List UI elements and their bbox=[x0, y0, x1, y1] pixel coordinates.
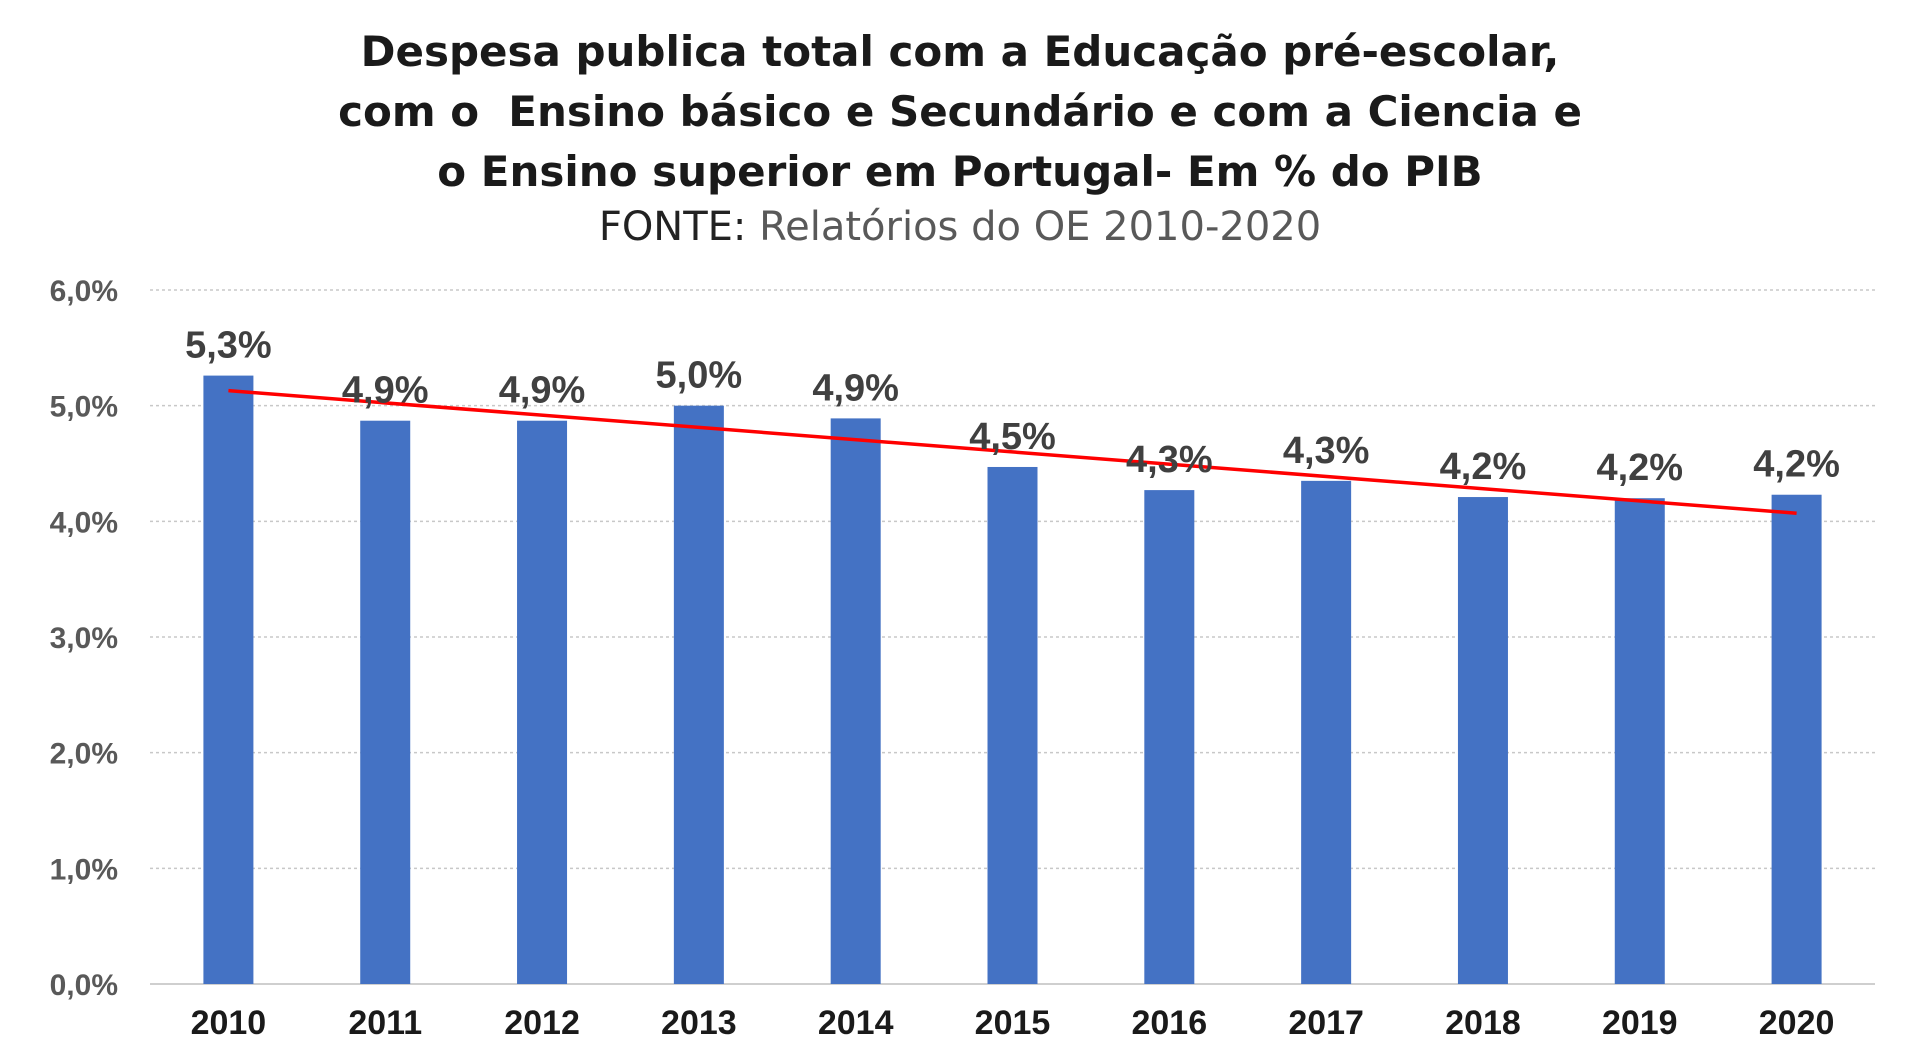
chart-subtitle: FONTE: Relatórios do OE 2010-2020 bbox=[0, 200, 1920, 254]
chart-title-line-3: o Ensino superior em Portugal- Em % do P… bbox=[437, 147, 1483, 196]
category-label: 2011 bbox=[348, 1004, 422, 1042]
bar bbox=[1614, 498, 1665, 984]
data-label: 4,3% bbox=[1126, 439, 1213, 481]
category-label: 2010 bbox=[191, 1004, 267, 1042]
data-label: 5,0% bbox=[656, 355, 743, 397]
data-label: 4,9% bbox=[812, 367, 899, 409]
category-label: 2013 bbox=[661, 1004, 737, 1042]
y-tick-label: 4,0% bbox=[50, 506, 118, 539]
category-label: 2018 bbox=[1445, 1004, 1521, 1042]
bars bbox=[203, 375, 1822, 985]
data-label: 4,2% bbox=[1440, 446, 1527, 488]
bar bbox=[517, 420, 568, 984]
bar bbox=[830, 418, 881, 984]
y-tick-label: 3,0% bbox=[50, 622, 118, 655]
data-label: 4,2% bbox=[1753, 444, 1840, 486]
category-label: 2014 bbox=[818, 1004, 894, 1042]
y-tick-label: 0,0% bbox=[50, 969, 118, 1002]
category-label: 2019 bbox=[1602, 1004, 1678, 1042]
data-label: 4,5% bbox=[969, 416, 1056, 458]
data-label: 4,9% bbox=[342, 370, 429, 412]
source-text: Relatórios do OE 2010-2020 bbox=[746, 204, 1322, 250]
y-tick-label: 6,0% bbox=[50, 275, 118, 308]
bar bbox=[1144, 490, 1195, 984]
x-axis-categories: 2010 2011 2012 2013 2014 2015 2016 2017 2018 2019… bbox=[191, 1004, 1835, 1042]
trendline-layer bbox=[228, 388, 1797, 515]
bar bbox=[1301, 480, 1352, 984]
category-label: 2016 bbox=[1131, 1004, 1207, 1042]
bar bbox=[1771, 494, 1822, 984]
bar bbox=[360, 420, 411, 984]
category-label: 2020 bbox=[1759, 1004, 1835, 1042]
category-label: 2015 bbox=[975, 1004, 1051, 1042]
chart-title-line-2: com o Ensino básico e Secundário e com a… bbox=[338, 87, 1582, 136]
data-label: 4,2% bbox=[1596, 447, 1683, 489]
data-labels: 5,3% 4,9% 4,9% 5,0% 4,9% 4,5% 4,3% 4,3% 4,2% 4,2%… bbox=[185, 325, 1840, 490]
y-tick-label: 2,0% bbox=[50, 738, 118, 771]
data-label: 4,3% bbox=[1283, 430, 1370, 472]
chart-title-line-1: Despesa publica total com a Educação pré… bbox=[360, 27, 1560, 76]
category-label: 2017 bbox=[1288, 1004, 1364, 1042]
data-label: 4,9% bbox=[499, 370, 586, 412]
category-label: 2012 bbox=[504, 1004, 580, 1042]
trendline bbox=[228, 388, 1797, 515]
chart-title: Despesa publica total com a Educação pré… bbox=[0, 22, 1920, 202]
y-tick-label: 1,0% bbox=[50, 853, 118, 886]
data-label: 5,3% bbox=[185, 325, 272, 367]
bar bbox=[987, 466, 1038, 985]
bar bbox=[1457, 497, 1508, 984]
source-label: FONTE: bbox=[598, 204, 747, 250]
bar bbox=[673, 405, 724, 985]
y-axis-ticks: 0,0% 1,0% 2,0% 3,0% 4,0% 5,0% 6,0% bbox=[50, 275, 118, 1002]
bar bbox=[203, 375, 254, 984]
y-tick-label: 5,0% bbox=[50, 391, 118, 424]
